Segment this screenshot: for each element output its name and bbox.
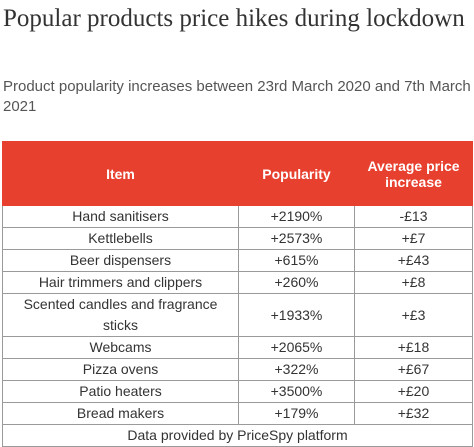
table-row: Pizza ovens +322% +£67 bbox=[2, 358, 473, 381]
table-row: Patio heaters +3500% +£20 bbox=[2, 380, 473, 403]
table-cell-price-increase: +£18 bbox=[354, 336, 473, 359]
table-cell-price-increase: +£3 bbox=[354, 293, 473, 337]
table-cell-item: Beer dispensers bbox=[2, 249, 239, 272]
table-cell-popularity: +2573% bbox=[238, 227, 355, 250]
table-cell-popularity: +3500% bbox=[238, 380, 355, 403]
table-row: Bread makers +179% +£32 bbox=[2, 402, 473, 425]
table-row: Webcams +2065% +£18 bbox=[2, 336, 473, 359]
table-cell-item: Scented candles and fragrance sticks bbox=[2, 293, 239, 337]
table-cell-popularity: +2190% bbox=[238, 205, 355, 228]
table-cell-popularity: +260% bbox=[238, 271, 355, 294]
table-cell-price-increase: +£7 bbox=[354, 227, 473, 250]
table-cell-popularity: +2065% bbox=[238, 336, 355, 359]
table-cell-price-increase: -£13 bbox=[354, 205, 473, 228]
source-row: Data provided by PriceSpy platform bbox=[2, 424, 473, 447]
column-header-item: Item bbox=[2, 141, 239, 206]
table-cell-item: Kettlebells bbox=[2, 227, 239, 250]
chart-title: Popular products price hikes during lock… bbox=[3, 5, 465, 32]
table-cell-popularity: +322% bbox=[238, 358, 355, 381]
table-cell-item: Pizza ovens bbox=[2, 358, 239, 381]
table-cell-item: Hand sanitisers bbox=[2, 205, 239, 228]
table-body: Hand sanitisers +2190% -£13 Kettlebells +257… bbox=[2, 205, 473, 425]
table-cell-item: Patio heaters bbox=[2, 380, 239, 403]
column-header-popularity: Popularity bbox=[238, 141, 355, 206]
table-cell-popularity: +615% bbox=[238, 249, 355, 272]
table-cell-item: Bread makers bbox=[2, 402, 239, 425]
table-cell-item: Hair trimmers and clippers bbox=[2, 271, 239, 294]
table-cell-price-increase: +£67 bbox=[354, 358, 473, 381]
table-cell-popularity: +1933% bbox=[238, 293, 355, 337]
table-cell-popularity: +179% bbox=[238, 402, 355, 425]
table-cell-price-increase: +£43 bbox=[354, 249, 473, 272]
table-cell-price-increase: +£32 bbox=[354, 402, 473, 425]
chart-subtitle: Product popularity increases between 23r… bbox=[3, 78, 471, 115]
source-note: Data provided by PriceSpy platform bbox=[2, 424, 473, 447]
table-row: Hand sanitisers +2190% -£13 bbox=[2, 205, 473, 228]
column-header-average-price-increase: Average price increase bbox=[354, 141, 473, 206]
table-row: Beer dispensers +615% +£43 bbox=[2, 249, 473, 272]
table-cell-item: Webcams bbox=[2, 336, 239, 359]
data-table: Item Popularity Average price increase H… bbox=[2, 141, 473, 447]
table-row: Kettlebells +2573% +£7 bbox=[2, 227, 473, 250]
table-row: Scented candles and fragrance sticks +193… bbox=[2, 293, 473, 337]
table-header-row: Item Popularity Average price increase bbox=[2, 141, 473, 206]
table-cell-price-increase: +£20 bbox=[354, 380, 473, 403]
table-cell-price-increase: +£8 bbox=[354, 271, 473, 294]
table-row: Hair trimmers and clippers +260% +£8 bbox=[2, 271, 473, 294]
